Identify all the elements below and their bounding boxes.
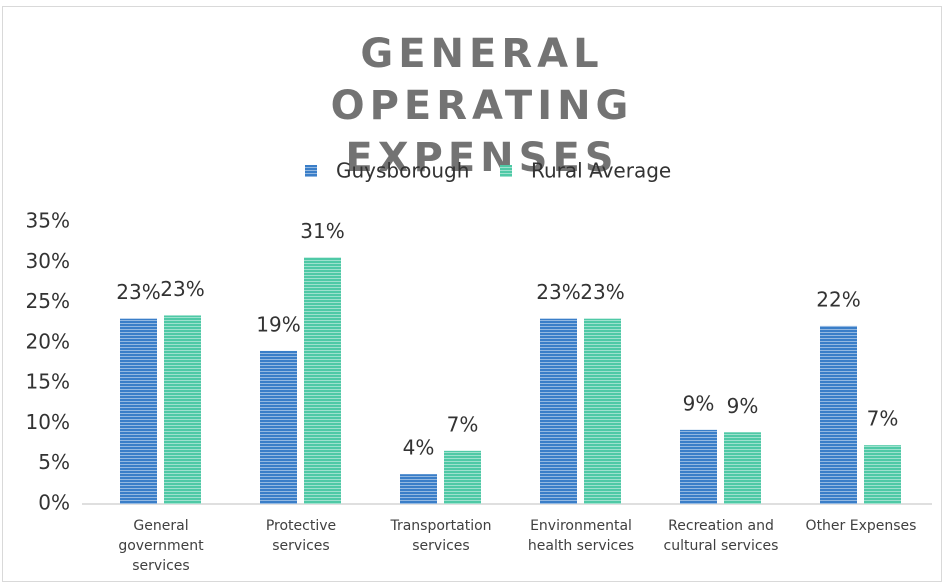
- bar: [304, 257, 341, 504]
- x-tick-label: Other Expenses: [805, 518, 917, 534]
- data-label: 4%: [403, 436, 435, 460]
- chart-title: GENERAL OPERATING EXPENSES: [330, 31, 634, 181]
- bar: [400, 474, 437, 504]
- data-label: 22%: [816, 287, 860, 311]
- x-tick-label: Recreation and cultural services: [663, 518, 779, 554]
- data-label: 23%: [536, 280, 580, 304]
- legend-swatch: [305, 165, 317, 177]
- bar: [120, 318, 157, 504]
- bar: [724, 432, 761, 504]
- bar: [164, 315, 201, 504]
- data-label: 19%: [256, 312, 300, 336]
- bar: [444, 450, 481, 504]
- bar: [540, 318, 577, 504]
- y-tick-label: 10%: [26, 410, 70, 434]
- data-label: 23%: [580, 280, 624, 304]
- bar: [864, 445, 901, 504]
- y-tick-label: 20%: [26, 329, 70, 353]
- y-tick-label: 5%: [38, 450, 70, 474]
- bar: [584, 318, 621, 504]
- x-tick-label: General government services: [118, 518, 204, 574]
- y-tick-label: 35%: [26, 209, 70, 233]
- data-label: 31%: [300, 219, 344, 243]
- legend-label: Guysborough: [336, 159, 469, 183]
- y-tick-label: 0%: [38, 491, 70, 515]
- y-tick-label: 15%: [26, 370, 70, 394]
- bar: [820, 325, 857, 504]
- chart-border: [2, 6, 942, 582]
- data-label: 7%: [867, 407, 899, 431]
- legend-label: Rural Average: [531, 159, 671, 183]
- data-label: 9%: [727, 394, 759, 418]
- y-tick-label: 25%: [26, 289, 70, 313]
- data-label: 23%: [160, 277, 204, 301]
- data-label: 9%: [683, 391, 715, 415]
- bar: [260, 350, 297, 504]
- y-tick-label: 30%: [26, 249, 70, 273]
- x-tick-label: Protective services: [265, 518, 337, 554]
- data-label: 23%: [116, 280, 160, 304]
- data-label: 7%: [447, 412, 479, 436]
- bar: [680, 429, 717, 504]
- legend-swatch: [500, 165, 512, 177]
- x-tick-label: Environmental health services: [527, 518, 635, 554]
- x-tick-label: Transportation services: [390, 518, 492, 554]
